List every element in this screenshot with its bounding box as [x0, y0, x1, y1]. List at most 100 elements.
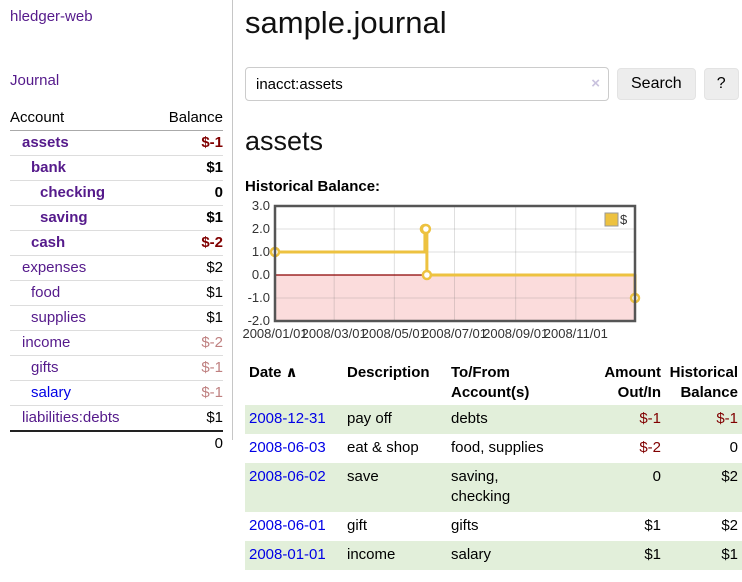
account-link-assets[interactable]: assets — [22, 134, 69, 151]
account-link-food[interactable]: food — [31, 284, 61, 301]
transaction-account: salary — [451, 546, 492, 563]
account-balance: $1 — [152, 280, 223, 306]
clear-search-icon[interactable]: × — [591, 75, 600, 92]
transaction-description: pay off — [347, 410, 392, 427]
transaction-amount: $1 — [644, 546, 661, 563]
account-balance-table: Account Balance assets $-1 bank $1 check… — [10, 106, 223, 456]
account-link-gifts[interactable]: gifts — [31, 359, 59, 376]
historical-balance-chart: 3.0 2.0 1.0 0.0 -1.0 -2.0 2008/01/01 2008/03/01… — [242, 198, 742, 347]
svg-text:2008/01/01: 2008/01/01 — [242, 326, 307, 341]
account-row-gifts: gifts $-1 — [10, 355, 223, 381]
account-link-salary[interactable]: salary — [31, 384, 72, 401]
account-row-supplies: supplies $1 — [10, 305, 223, 331]
transaction-row: 2008-06-01 gift gifts $1 $2 — [245, 512, 742, 541]
svg-text:0.0: 0.0 — [252, 267, 270, 282]
search-button[interactable]: Search — [617, 68, 696, 100]
account-row-expenses: expenses $2 — [10, 255, 223, 281]
account-link-expenses[interactable]: expenses — [22, 259, 87, 276]
svg-text:1.0: 1.0 — [252, 244, 270, 259]
transaction-account: gifts — [451, 517, 479, 534]
page-title: sample.journal — [245, 5, 447, 40]
svg-text:2008/11/01: 2008/11/01 — [544, 326, 608, 341]
transaction-amount: $-2 — [639, 439, 661, 456]
account-link-checking[interactable]: checking — [40, 184, 106, 201]
transaction-amount: $-1 — [639, 410, 661, 427]
register-header-row: Date ∧ Description To/From Account(s) Amo… — [245, 361, 742, 405]
account-column-header: To/From Account(s) — [451, 364, 530, 401]
chart-title: Historical Balance: — [245, 178, 381, 195]
transaction-description: save — [347, 468, 379, 485]
transaction-balance: $-1 — [716, 410, 738, 427]
account-balance: $-1 — [152, 130, 223, 156]
amount-column-header: Amount Out/In — [604, 364, 661, 401]
date-column-header[interactable]: Date ∧ — [249, 364, 298, 381]
transaction-row: 2008-06-02 save saving, checking 0 $2 — [245, 463, 742, 512]
account-link-supplies[interactable]: supplies — [31, 309, 87, 326]
transaction-row: 2008-01-01 income salary $1 $1 — [245, 541, 742, 570]
account-row-assets: assets $-1 — [10, 130, 223, 156]
transaction-date-link[interactable]: 2008-12-31 — [249, 410, 326, 427]
svg-text:-2.0: -2.0 — [248, 313, 270, 328]
account-page-title: assets — [245, 126, 324, 156]
transaction-description: gift — [347, 517, 368, 534]
sidebar: hledger-web Journal Account Balance asse… — [0, 0, 233, 456]
account-link-cash[interactable]: cash — [31, 234, 66, 251]
account-balance: $-1 — [152, 355, 223, 381]
main-content: sample.journal × Search ? assets Histori… — [242, 0, 742, 570]
chart-canvas: 3.0 2.0 1.0 0.0 -1.0 -2.02008/01/012008/03/01… — [242, 198, 641, 341]
transaction-account: food, supplies — [451, 439, 544, 456]
transaction-description: eat & shop — [347, 439, 419, 456]
help-button[interactable]: ? — [703, 68, 739, 100]
transaction-description: income — [347, 546, 396, 563]
transaction-date-link[interactable]: 2008-06-02 — [249, 468, 326, 485]
transaction-amount: 0 — [652, 468, 661, 485]
svg-text:2.0: 2.0 — [252, 221, 270, 236]
account-total-row: 0 — [10, 430, 223, 456]
transaction-row: 2008-12-31 pay off debts $-1 $-1 — [245, 405, 742, 434]
transaction-amount: $1 — [644, 517, 661, 534]
account-row-liabilities-debts: liabilities:debts $1 — [10, 405, 223, 432]
transaction-date-link[interactable]: 2008-01-01 — [249, 546, 326, 563]
transaction-row: 2008-06-03 eat & shop food, supplies $-2… — [245, 434, 742, 463]
account-balance: $1 — [152, 405, 223, 432]
transaction-balance: $2 — [721, 468, 738, 485]
transaction-date-link[interactable]: 2008-06-01 — [249, 517, 326, 534]
svg-text:-1.0: -1.0 — [248, 290, 270, 305]
svg-text:2008/05/01: 2008/05/01 — [362, 326, 427, 341]
account-balance: $-1 — [152, 380, 223, 406]
account-total-balance: 0 — [152, 430, 223, 456]
account-row-income: income $-2 — [10, 330, 223, 356]
sidebar-item-journal[interactable]: Journal — [10, 72, 60, 89]
svg-text:2008/09/01: 2008/09/01 — [483, 326, 548, 341]
register-table: Date ∧ Description To/From Account(s) Amo… — [245, 361, 742, 570]
account-balance: $2 — [152, 255, 223, 281]
svg-text:3.0: 3.0 — [252, 198, 270, 213]
transaction-balance: 0 — [729, 439, 738, 456]
svg-text:$: $ — [620, 212, 628, 227]
sort-ascending-icon: ∧ — [285, 364, 298, 381]
account-row-food: food $1 — [10, 280, 223, 306]
svg-text:2008/03/01: 2008/03/01 — [302, 326, 367, 341]
account-link-saving[interactable]: saving — [40, 209, 88, 226]
svg-text:2008/07/01: 2008/07/01 — [422, 326, 487, 341]
account-link-liabilities-debts[interactable]: liabilities:debts — [22, 409, 120, 426]
balance-column-header: Balance — [152, 106, 223, 131]
account-row-cash: cash $-2 — [10, 230, 223, 256]
balance-column-header: Historical Balance — [669, 364, 738, 401]
account-row-saving: saving $1 — [10, 205, 223, 231]
transaction-account: debts — [451, 410, 488, 427]
account-link-income[interactable]: income — [22, 334, 71, 351]
account-link-bank[interactable]: bank — [31, 159, 67, 176]
account-balance: $1 — [152, 205, 223, 231]
search-bar: × Search ? — [245, 67, 742, 101]
app-brand-link[interactable]: hledger-web — [10, 8, 93, 25]
account-balance: 0 — [152, 180, 223, 206]
account-row-salary: salary $-1 — [10, 380, 223, 406]
transaction-date-link[interactable]: 2008-06-03 — [249, 439, 326, 456]
search-input[interactable] — [245, 67, 609, 101]
account-table-header: Account Balance — [10, 106, 223, 131]
account-balance: $-2 — [152, 330, 223, 356]
account-column-header: Account — [10, 106, 153, 131]
account-balance: $1 — [152, 305, 223, 331]
account-row-bank: bank $1 — [10, 155, 223, 181]
